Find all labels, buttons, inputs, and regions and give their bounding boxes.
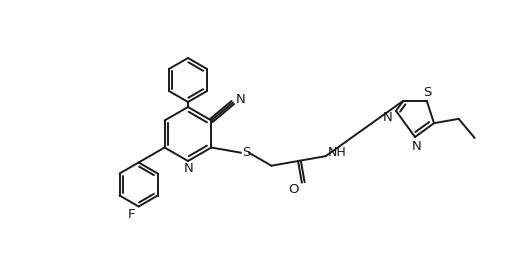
Text: S: S [424, 86, 432, 99]
Text: F: F [128, 208, 135, 221]
Text: S: S [242, 146, 250, 159]
Text: N: N [236, 93, 246, 106]
Text: NH: NH [328, 146, 347, 159]
Text: N: N [184, 162, 194, 175]
Text: N: N [412, 140, 422, 153]
Text: N: N [383, 111, 393, 124]
Text: O: O [289, 183, 299, 196]
